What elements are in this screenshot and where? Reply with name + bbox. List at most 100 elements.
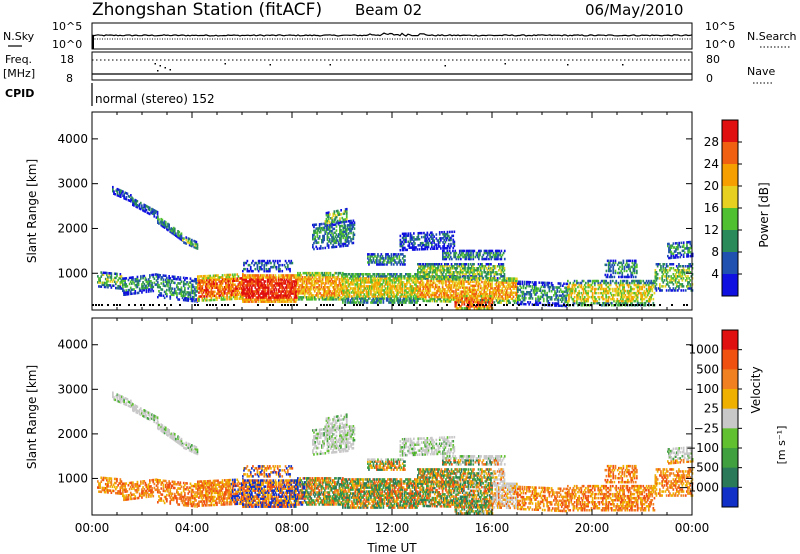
power-cell (493, 295, 496, 298)
power-cell (500, 273, 502, 276)
power-cell (472, 273, 474, 276)
power-cell (207, 288, 209, 292)
power-cell (457, 278, 460, 281)
power-cell (459, 295, 461, 298)
power-cell (212, 290, 215, 294)
power-cell (327, 278, 330, 281)
power-cell (461, 297, 463, 300)
power-cell (476, 253, 479, 257)
power-cell (478, 278, 481, 282)
power-cell (331, 237, 333, 241)
power-cell (97, 281, 99, 284)
power-cell (285, 290, 288, 293)
power-cell (448, 271, 451, 274)
power-cell (382, 299, 385, 302)
power-cell (107, 276, 109, 279)
power-cell (328, 286, 331, 289)
power-cell (318, 284, 321, 287)
power-cell (230, 277, 233, 281)
power-cell (325, 217, 328, 221)
power-cell (164, 225, 167, 228)
power-cell (271, 292, 273, 295)
power-cell (443, 233, 446, 236)
power-cell (398, 291, 400, 294)
power-cell (471, 249, 473, 253)
power-cell (200, 279, 203, 282)
power-cell (468, 301, 470, 304)
power-cell (487, 307, 489, 310)
power-cell (358, 275, 361, 278)
power-cell (362, 273, 364, 276)
power-cell (466, 299, 469, 302)
power-cell (537, 297, 539, 300)
power-cell (329, 294, 332, 297)
power-cell (144, 206, 147, 209)
power-cell (369, 297, 371, 300)
power-cell (260, 284, 262, 287)
power-cell (270, 274, 272, 277)
power-cell (440, 275, 443, 279)
power-cell (169, 230, 172, 233)
power-cell (199, 295, 201, 298)
power-cell (133, 288, 135, 291)
power-cell (445, 263, 447, 266)
power-cell (213, 274, 216, 277)
power-cell (119, 193, 122, 196)
power-cell (432, 293, 435, 297)
power-cell (290, 284, 293, 287)
power-cell (403, 287, 406, 290)
power-cell (228, 275, 231, 279)
power-cell (333, 282, 335, 285)
power-cell (476, 269, 479, 272)
power-cell (421, 267, 424, 270)
power-cell (313, 278, 316, 281)
power-cell (440, 277, 443, 281)
power-cell (202, 279, 205, 282)
power-cell (445, 269, 447, 272)
power-cell (408, 242, 411, 245)
power-cell (438, 285, 441, 289)
power-cell (442, 271, 445, 274)
power-cell (482, 257, 485, 261)
power-cell (385, 299, 388, 302)
power-cell (496, 279, 499, 282)
power-cell (436, 285, 438, 289)
power-cell (344, 281, 346, 284)
power-cell (363, 277, 366, 280)
power-cell (318, 231, 321, 234)
power-cell (402, 242, 405, 246)
power-cell (162, 284, 165, 287)
power-cell (155, 283, 158, 286)
power-cell (362, 279, 364, 282)
power-cell (419, 277, 421, 280)
power-cell (134, 202, 136, 206)
power-cell (331, 235, 333, 239)
power-cell (401, 289, 404, 292)
power-cell (187, 295, 190, 298)
power-cell (494, 257, 497, 261)
power-cell (151, 207, 153, 211)
power-cell (513, 291, 516, 295)
power-cell (454, 282, 456, 285)
power-cell (417, 271, 419, 274)
power-cell (299, 278, 301, 281)
power-cell (483, 288, 486, 292)
power-cell (248, 263, 251, 267)
power-cell (354, 283, 357, 286)
power-cell (455, 301, 458, 304)
power-cell (330, 225, 332, 229)
power-cell (485, 277, 488, 280)
power-cell (446, 271, 448, 274)
power-cell (282, 296, 285, 299)
power-cell (475, 280, 478, 284)
power-cell (464, 307, 467, 310)
power-cell (498, 263, 500, 266)
power-cell (416, 248, 419, 251)
power-cell (252, 282, 254, 285)
power-cell (155, 216, 158, 219)
power-cell (475, 292, 478, 296)
power-cell (390, 301, 393, 304)
power-cell (275, 290, 278, 293)
power-cell (227, 289, 230, 293)
power-cell (257, 280, 260, 283)
